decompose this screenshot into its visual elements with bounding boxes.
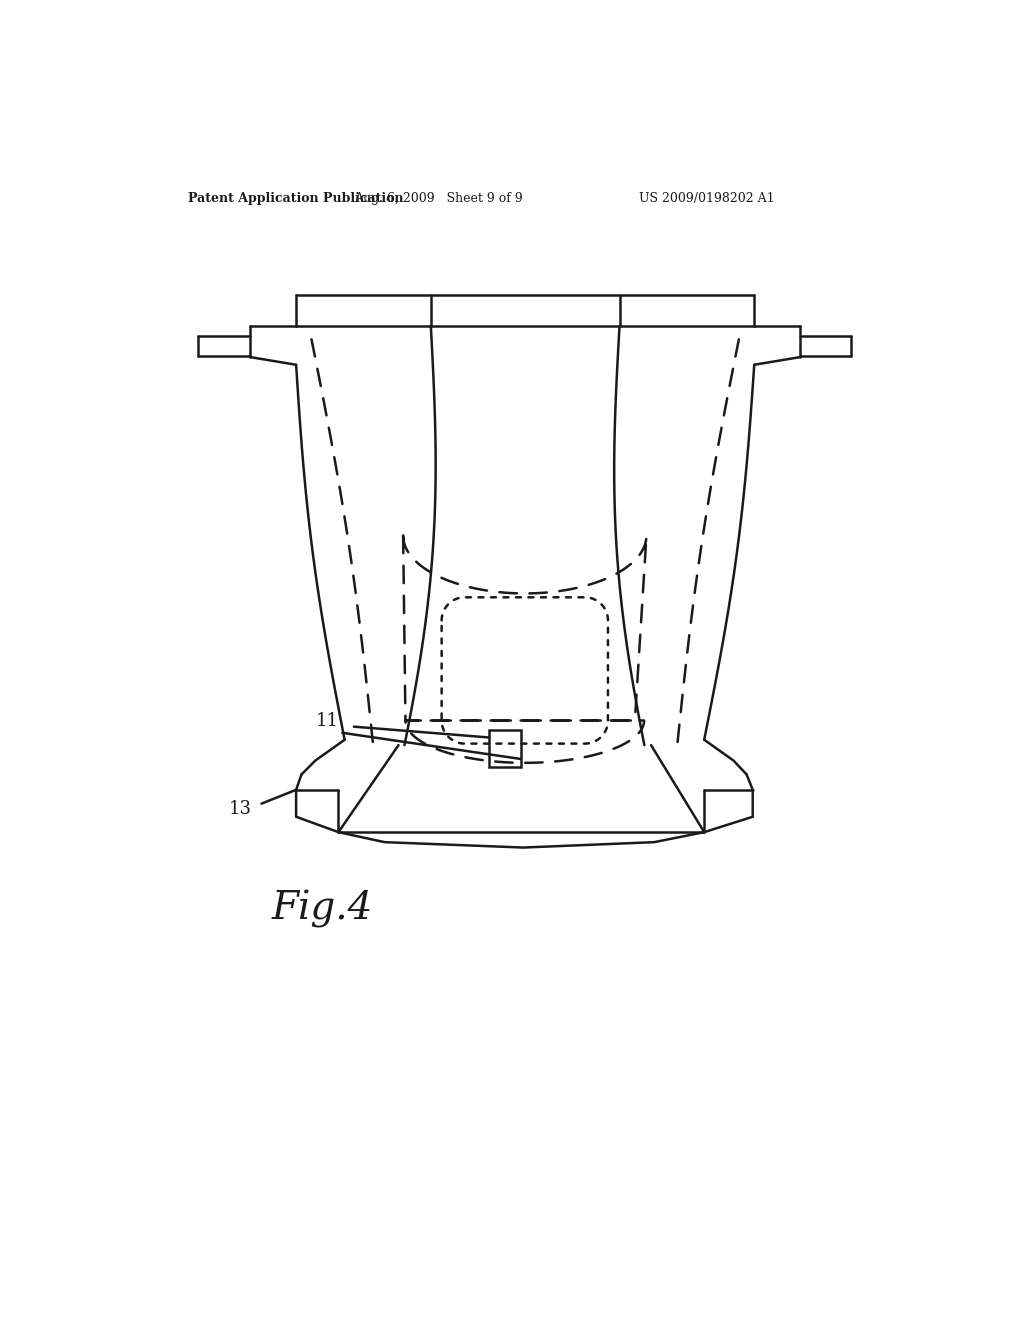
Text: US 2009/0198202 A1: US 2009/0198202 A1 <box>639 191 774 205</box>
Text: 11: 11 <box>315 711 339 730</box>
Text: Patent Application Publication: Patent Application Publication <box>188 191 403 205</box>
Text: 13: 13 <box>229 800 252 818</box>
Text: Aug. 6, 2009   Sheet 9 of 9: Aug. 6, 2009 Sheet 9 of 9 <box>354 191 523 205</box>
Text: Fig.4: Fig.4 <box>271 890 373 928</box>
Bar <box>488 730 521 767</box>
